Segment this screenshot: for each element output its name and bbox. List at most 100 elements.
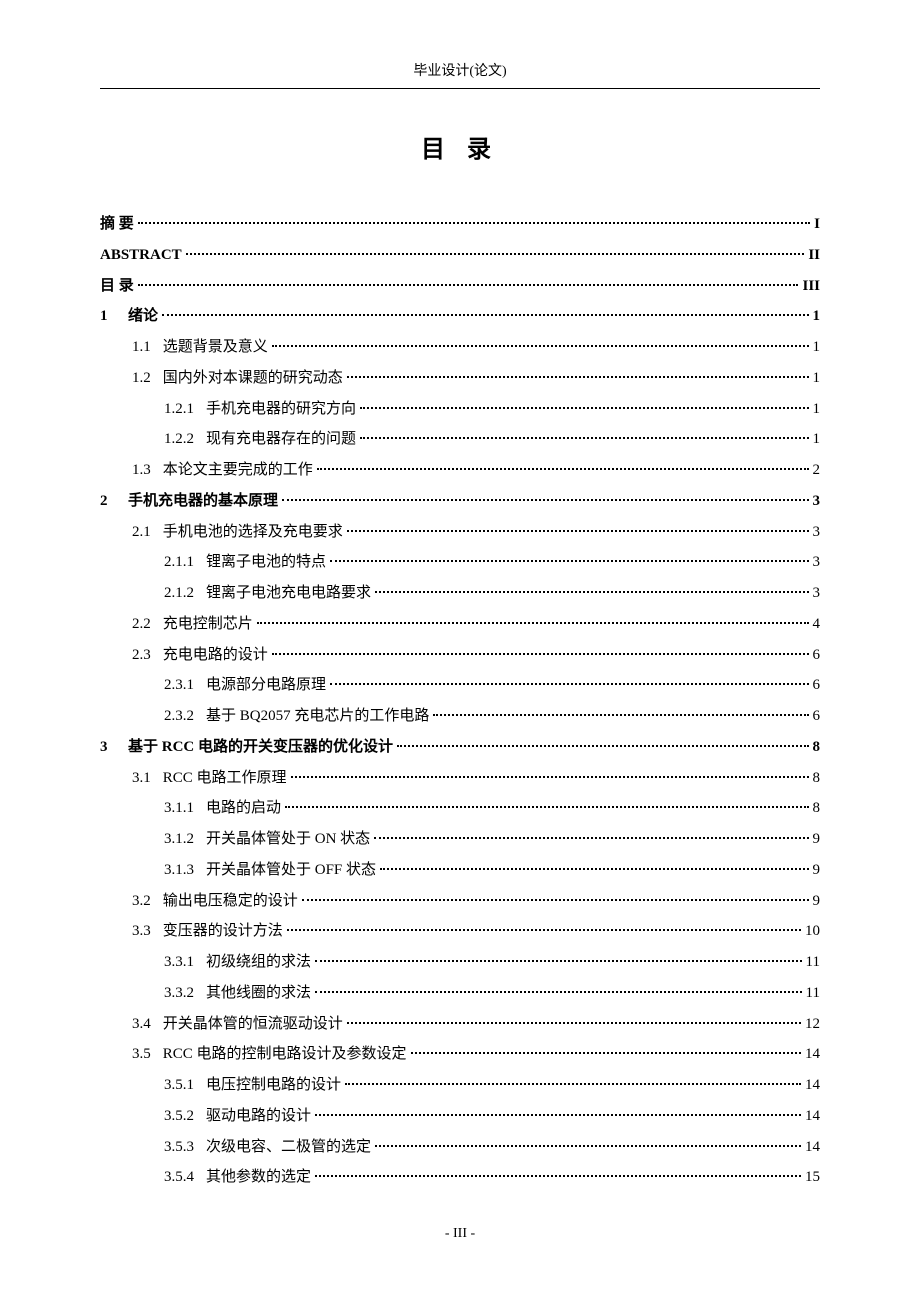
toc-page-number: 1 [813, 424, 821, 455]
toc-entry: 3.1RCC 电路工作原理8 [100, 763, 820, 794]
toc-entry-text: 电路的启动 [206, 800, 281, 816]
toc-section-number: 2.1 [132, 517, 151, 548]
toc-entry-label: 3.5.2 驱动电路的设计 [164, 1101, 311, 1132]
toc-page-number: 9 [813, 886, 821, 917]
toc-entry-text: 其他线圈的求法 [206, 985, 311, 1001]
toc-entry-text: 次级电容、二极管的选定 [206, 1139, 371, 1155]
toc-entry: 目 录III [100, 271, 820, 302]
toc-leader-dots [375, 1145, 801, 1147]
toc-page-number: 10 [805, 916, 820, 947]
toc-entry-text: 摘 要 [100, 216, 134, 232]
toc-leader-dots [330, 560, 808, 562]
toc-leader-dots [315, 960, 802, 962]
toc-entry-text: 变压器的设计方法 [163, 923, 283, 939]
toc-entry-text: 开关晶体管的恒流驱动设计 [163, 1016, 343, 1032]
toc-leader-dots [138, 284, 799, 286]
toc-entry: 3.1.2 开关晶体管处于 ON 状态 9 [100, 824, 820, 855]
toc-entry-label: 3.2输出电压稳定的设计 [132, 886, 298, 917]
table-of-contents: 摘 要IABSTRACTII目 录III1绪论11.1选题背景及意义11.2国内… [100, 209, 820, 1193]
page-container: 毕业设计(论文) 目 录 摘 要IABSTRACTII目 录III1绪论11.1… [0, 0, 920, 1233]
toc-entry: 3.1.3开关晶体管处于 OFF 状态9 [100, 855, 820, 886]
toc-entry-text: 初级绕组的求法 [206, 954, 311, 970]
toc-entry-text: 电压控制电路的设计 [206, 1077, 341, 1093]
toc-page-number: 14 [805, 1132, 820, 1163]
toc-entry-text: 选题背景及意义 [163, 339, 268, 355]
toc-page-number: 15 [805, 1162, 820, 1193]
toc-page-number: 11 [806, 947, 820, 978]
toc-page-number: III [802, 271, 820, 302]
toc-leader-dots [287, 929, 801, 931]
toc-section-number: 3.4 [132, 1009, 151, 1040]
toc-leader-dots [315, 1175, 801, 1177]
toc-entry-text: 输出电压稳定的设计 [163, 893, 298, 909]
toc-entry: 3.5.2驱动电路的设计14 [100, 1101, 820, 1132]
toc-entry: ABSTRACT II [100, 240, 820, 271]
toc-leader-dots [162, 314, 808, 316]
toc-entry-label: 1.1 选题背景及意义 [132, 332, 268, 363]
toc-entry-text: 本论文主要完成的工作 [163, 462, 313, 478]
toc-section-number: 3.1.1 [164, 793, 194, 824]
toc-page-number: 1 [813, 363, 821, 394]
toc-section-number: 1.2 [132, 363, 151, 394]
toc-leader-dots [411, 1052, 801, 1054]
toc-page-number: 8 [813, 763, 821, 794]
toc-entry-text: ABSTRACT [100, 247, 182, 263]
toc-entry: 3.4开关晶体管的恒流驱动设计12 [100, 1009, 820, 1040]
toc-leader-dots [397, 745, 809, 747]
page-header: 毕业设计(论文) [100, 60, 820, 80]
toc-entry-label: 3.3变压器的设计方法 [132, 916, 283, 947]
toc-entry: 2.3.2基于 BQ2057 充电芯片的工作电路 6 [100, 701, 820, 732]
toc-entry-label: 3.1.2 开关晶体管处于 ON 状态 [164, 824, 370, 855]
toc-entry: 2.3.1电源部分电路原理6 [100, 670, 820, 701]
toc-entry: 摘 要I [100, 209, 820, 240]
toc-entry-label: 3.1.1 电路的启动 [164, 793, 281, 824]
toc-entry-label: 2.3.2基于 BQ2057 充电芯片的工作电路 [164, 701, 429, 732]
toc-leader-dots [347, 1022, 801, 1024]
toc-entry-label: 3.4 开关晶体管的恒流驱动设计 [132, 1009, 343, 1040]
toc-entry-label: 3.5.4其他参数的选定 [164, 1162, 311, 1193]
toc-page-number: 2 [813, 455, 821, 486]
toc-entry-label: 2.3充电电路的设计 [132, 640, 268, 671]
toc-page-number: 9 [813, 824, 821, 855]
toc-section-number: 3.5.1 [164, 1070, 194, 1101]
toc-entry: 3.3.2其他线圈的求法11 [100, 978, 820, 1009]
toc-page-number: 6 [813, 701, 821, 732]
toc-entry: 2.2充电控制芯片4 [100, 609, 820, 640]
toc-entry: 3.2输出电压稳定的设计 9 [100, 886, 820, 917]
toc-leader-dots [347, 530, 809, 532]
toc-entry-label: 1绪论 [100, 301, 158, 332]
toc-entry-label: 3.5.1 电压控制电路的设计 [164, 1070, 341, 1101]
toc-page-number: 1 [813, 332, 821, 363]
toc-section-number: 3.1.3 [164, 855, 194, 886]
toc-section-number: 2.3.1 [164, 670, 194, 701]
toc-section-number: 1.1 [132, 332, 151, 363]
toc-entry-label: 3.3.1初级绕组的求法 [164, 947, 311, 978]
toc-section-number: 3.1.2 [164, 824, 194, 855]
toc-leader-dots [285, 806, 808, 808]
toc-leader-dots [315, 991, 802, 993]
toc-section-number: 2.2 [132, 609, 151, 640]
toc-entry: 2.1手机电池的选择及充电要求3 [100, 517, 820, 548]
toc-entry: 3.3.1初级绕组的求法 11 [100, 947, 820, 978]
toc-chapter-number: 3 [100, 732, 128, 763]
toc-leader-dots [360, 407, 808, 409]
toc-section-number: 2.1.2 [164, 578, 194, 609]
toc-page-number: II [808, 240, 820, 271]
toc-entry-text: 电源部分电路原理 [206, 677, 326, 693]
toc-leader-dots [302, 899, 809, 901]
toc-page-number: I [814, 209, 820, 240]
toc-section-number: 3.5.2 [164, 1101, 194, 1132]
toc-entry-label: 2.2充电控制芯片 [132, 609, 253, 640]
toc-entry-text: 基于 BQ2057 充电芯片的工作电路 [206, 708, 429, 724]
toc-page-number: 1 [813, 301, 821, 332]
toc-leader-dots [186, 253, 805, 255]
toc-entry-label: 2.3.1 电源部分电路原理 [164, 670, 326, 701]
toc-leader-dots [272, 345, 809, 347]
toc-entry: 1.2国内外对本课题的研究动态1 [100, 363, 820, 394]
toc-entry: 3.3变压器的设计方法 10 [100, 916, 820, 947]
toc-entry-text: 开关晶体管处于 ON 状态 [206, 831, 370, 847]
header-divider [100, 88, 820, 89]
toc-entry-text: 驱动电路的设计 [206, 1108, 311, 1124]
toc-entry-label: 2手机充电器的基本原理 [100, 486, 278, 517]
toc-entry-label: 2.1手机电池的选择及充电要求 [132, 517, 343, 548]
